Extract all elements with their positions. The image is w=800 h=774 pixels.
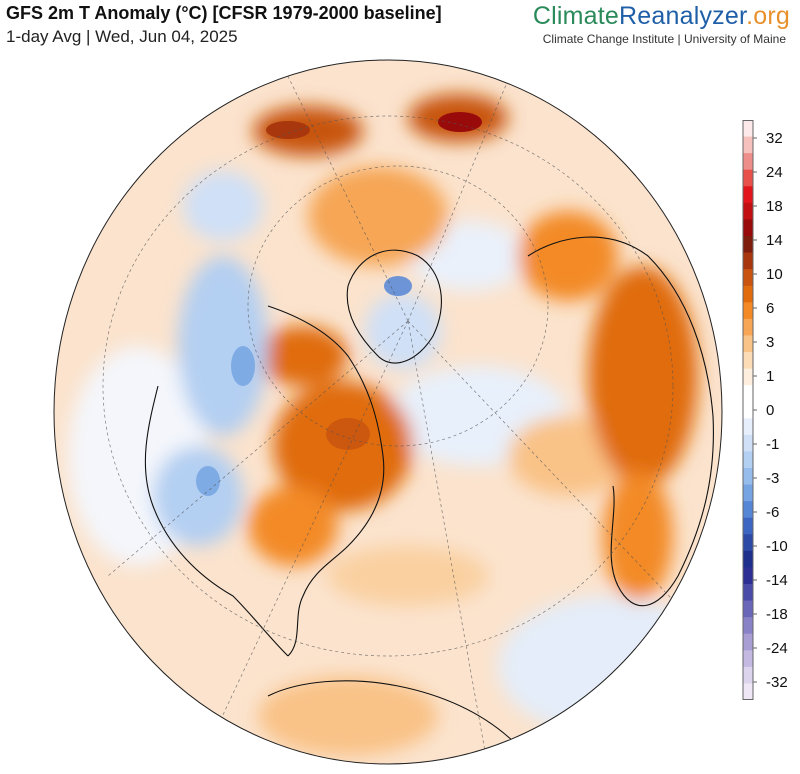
colorbar-swatch: [743, 434, 753, 453]
colorbar-swatch: [743, 683, 753, 700]
colorbar-tick-label: -6: [766, 504, 779, 521]
colorbar-swatch: [743, 153, 753, 171]
western-us-cold-core: [196, 466, 220, 496]
colorbar-swatch: [743, 368, 753, 386]
arctic-warm-zone: [308, 166, 448, 266]
colorbar-swatch: [743, 302, 753, 320]
greenland-coastline: [346, 249, 442, 364]
north-america-coastline: [144, 305, 385, 657]
colorbar-tick-label: 3: [766, 334, 774, 351]
colorbar-tick-label: -24: [766, 640, 788, 657]
colorbar-tick-label: 32: [766, 130, 783, 147]
colorbar-tick-label: 14: [766, 232, 783, 249]
colorbar-swatch: [743, 385, 753, 403]
brand-part2: Reanalyzer: [619, 2, 747, 30]
colorbar-tick-label: -3: [766, 470, 779, 487]
graticule-latitude-60: [247, 165, 549, 447]
colorbar-swatch: [743, 252, 753, 270]
colorbar-swatch: [743, 600, 753, 618]
colorbar-swatch: [743, 219, 753, 237]
scandinavia-warm-zone: [518, 211, 618, 301]
graticule-meridian: [407, 320, 689, 617]
western-canada-cold-core: [231, 346, 255, 386]
eastern-us-warm-zone: [248, 486, 338, 566]
colorbar-swatch: [743, 186, 753, 204]
northeast-russia-hot-core: [438, 112, 482, 132]
anomaly-globe-map: [53, 59, 723, 765]
map-subtitle: 1-day Avg | Wed, Jun 04, 2025: [6, 27, 238, 46]
colorbar-tick-label: 1: [766, 368, 774, 385]
brand-tagline: Climate Change Institute | University of…: [542, 32, 786, 46]
colorbar-swatch: [743, 335, 753, 353]
colorbar-tick-label: -10: [766, 538, 788, 555]
colorbar-tick-label: 10: [766, 266, 783, 283]
north-canada-warm-zone: [258, 326, 348, 386]
colorbar-tick-label: 6: [766, 300, 774, 317]
brand-part1: Climate: [532, 2, 620, 30]
colorbar-swatch: [743, 468, 753, 486]
colorbar-swatches: [743, 120, 753, 700]
colorbar-swatch: [743, 534, 753, 552]
colorbar-swatch: [743, 501, 753, 519]
colorbar-swatch: [743, 484, 753, 502]
northwest-africa-warm-zone: [603, 471, 673, 601]
colorbar-tick-label: -18: [766, 606, 788, 623]
colorbar-swatch: [743, 550, 753, 569]
western-canada-cold-zone: [178, 256, 268, 436]
globe-outline: [53, 59, 723, 765]
quebec-hot-core: [326, 418, 370, 450]
colorbar-swatch: [743, 517, 753, 535]
subtropical-atlantic-warm-zone: [328, 546, 488, 606]
graticule-meridian: [197, 320, 409, 764]
colorbar-tick-label: 24: [766, 164, 783, 181]
map-title: GFS 2m T Anomaly (°C) [CFSR 1979-2000 ba…: [6, 3, 442, 23]
colorbar-swatch: [743, 633, 753, 651]
colorbar-swatch: [743, 352, 753, 370]
south-america-warm-zone: [258, 676, 438, 756]
colorbar-swatch: [743, 567, 753, 585]
eastern-europe-warm-zone: [588, 266, 698, 486]
colorbar-swatch: [743, 236, 753, 254]
colorbar-swatch: [743, 617, 753, 635]
colorbar-tick-label: 18: [766, 198, 783, 215]
colorbar-swatch: [743, 418, 753, 436]
east-siberia-hot-core: [266, 121, 310, 139]
western-us-cold-zone: [153, 446, 243, 546]
colorbar-swatch: [743, 136, 753, 154]
colorbar-swatch: [743, 666, 753, 685]
colorbar-tick-label: -32: [766, 674, 788, 691]
colorbar-swatch: [743, 451, 753, 469]
south-america-coastline: [267, 680, 519, 747]
graticule-meridian: [277, 60, 409, 322]
greenland-cold-zone: [365, 293, 441, 369]
colorbar-swatch: [743, 401, 753, 419]
colorbar-swatch: [743, 285, 753, 303]
graticule-latitude-30: [102, 115, 674, 657]
colorbar-swatch: [743, 202, 753, 221]
brand-logo[interactable]: ClimateReanalyzer.org: [533, 2, 790, 31]
colorbar-swatch: [743, 584, 753, 602]
colorbar-tick-label: -14: [766, 572, 788, 589]
colorbar-swatch: [743, 650, 753, 668]
brand-part3: .org: [746, 2, 790, 30]
colorbar-swatch: [743, 318, 753, 337]
greenland-cold-core: [384, 276, 412, 296]
colorbar-swatch: [743, 269, 753, 287]
europe-africa-coastline: [527, 236, 714, 607]
colorbar-tick-label: -1: [766, 436, 779, 453]
south-atlantic-cool-zone: [498, 596, 718, 736]
colorbar-swatch: [743, 120, 753, 138]
colorbar-swatch: [743, 169, 753, 187]
alaska-cool-zone: [183, 171, 263, 241]
colorbar-tick-label: 0: [766, 402, 774, 419]
graticule-meridian: [407, 320, 489, 764]
